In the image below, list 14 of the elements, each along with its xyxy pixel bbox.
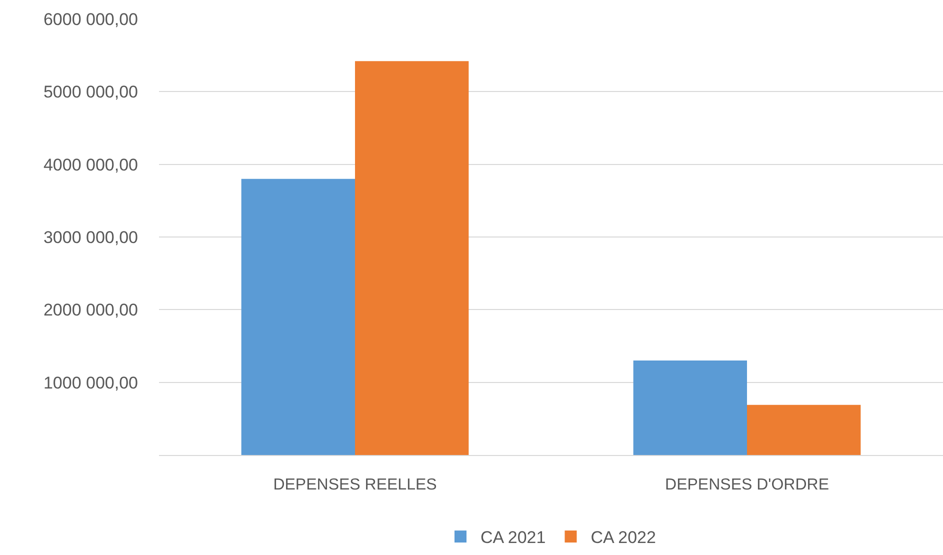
y-tick-label: 3000 000,00 [43, 228, 138, 247]
y-tick-label: 4000 000,00 [43, 155, 138, 174]
legend-label: CA 2022 [590, 528, 656, 548]
legend-label: CA 2021 [480, 528, 546, 548]
x-tick-label: DEPENSES D'ORDRE [665, 476, 829, 494]
y-tick-label: 6000 000,00 [43, 10, 138, 29]
bar [355, 61, 469, 455]
y-tick-label: 1000 000,00 [43, 373, 138, 392]
bar [241, 178, 355, 455]
y-tick-label: 2000 000,00 [43, 300, 138, 320]
bar [747, 404, 861, 455]
x-tick-label: DEPENSES REELLES [273, 476, 437, 494]
bar [633, 360, 747, 455]
y-tick-label: 5000 000,00 [43, 82, 138, 102]
